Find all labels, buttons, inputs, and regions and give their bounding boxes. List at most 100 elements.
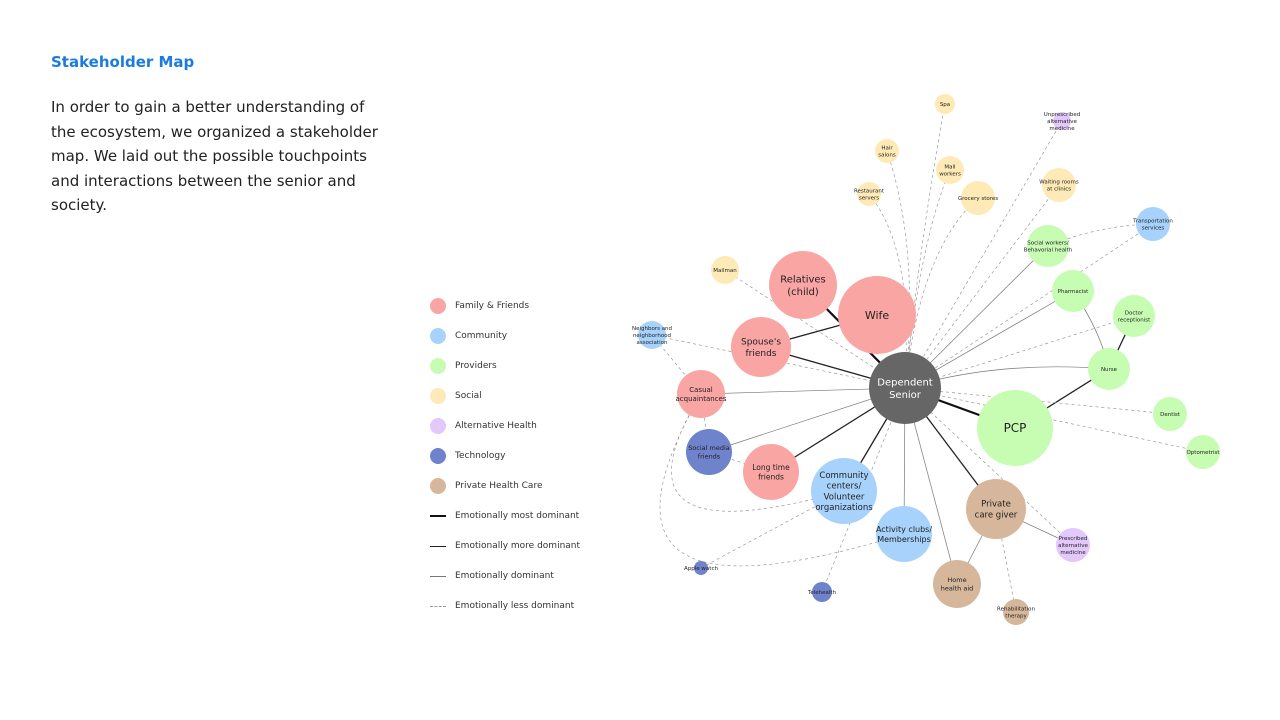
legend-label: Emotionally less dominant (455, 601, 575, 611)
node-label: Activity clubs/Memberships (876, 525, 932, 544)
section-description: In order to gain a better understanding … (51, 98, 378, 214)
node-private-care: Private care giver (966, 479, 1026, 539)
node-circle (838, 276, 916, 354)
edge-spa-senior (904, 103, 946, 389)
node-label: Waiting rooms at clinics (1039, 179, 1079, 192)
node-circle (1042, 168, 1076, 202)
node-label: Social media friends (688, 444, 730, 460)
legend-item-alt: Alternative Health (430, 416, 537, 436)
node-long-friends: Long time friends (743, 444, 799, 500)
node-unprescribed: Unprescribed alternative medicine (1044, 112, 1081, 132)
node-mailman: Mailman (711, 256, 739, 284)
node-mall: Mall workers (936, 156, 964, 184)
node-circle (812, 582, 832, 602)
node-circle (711, 256, 739, 284)
node-circle (1053, 112, 1071, 130)
node-transportation: Transportation services (1132, 207, 1173, 241)
node-circle (966, 479, 1026, 539)
node-label: Spa (940, 102, 950, 108)
node-prescribed: Prescribed alternative medicine (1056, 528, 1090, 562)
edge-neighbors-senior (651, 334, 906, 389)
legend-label: Private Health Care (455, 481, 543, 491)
node-nurse: Nurse (1088, 348, 1130, 390)
legend-label: Alternative Health (455, 421, 537, 431)
legend-item-private: Private Health Care (430, 476, 543, 496)
node-label: Spouse's friends (741, 338, 781, 359)
node-home-health: Home health aid (933, 560, 981, 608)
node-pharmacist: Pharmacist (1052, 270, 1094, 312)
node-label: Home health aid (941, 576, 974, 592)
node-social-workers: Social workers/Behavorial health (1024, 225, 1073, 267)
node-label: Community centers/Volunteer organizations (815, 471, 873, 513)
legend-item-family: Family & Friends (430, 296, 529, 316)
node-circle (977, 390, 1053, 466)
node-circle (769, 251, 837, 319)
node-social-media: Social media friends (686, 429, 732, 475)
node-dentist: Dentist (1153, 397, 1187, 431)
node-apple-watch: Apple watch (684, 561, 718, 575)
node-circle (743, 444, 799, 500)
legend-line-sample (430, 545, 446, 547)
node-relatives: Relatives (child) (769, 251, 837, 319)
node-circle (1088, 348, 1130, 390)
legend-line-most: Emotionally most dominant (430, 506, 579, 526)
node-circle (857, 182, 881, 206)
edge-transportation-senior (904, 223, 1154, 389)
legend-swatch (430, 448, 446, 464)
node-circle (961, 181, 995, 215)
node-label: Unprescribed alternative medicine (1044, 112, 1081, 132)
node-spa: Spa (935, 94, 955, 114)
node-restaurant: Restaurant servers (854, 182, 885, 206)
node-circle (677, 370, 725, 418)
node-circle (1052, 270, 1094, 312)
legend-label: Technology (455, 451, 506, 461)
node-label: Wife (865, 309, 890, 322)
node-label: Social workers/Behavorial health (1024, 240, 1073, 253)
edge-waiting-senior (904, 184, 1060, 389)
node-circle (876, 506, 932, 562)
node-hair: Hair salons (875, 139, 899, 163)
legend-label: Family & Friends (455, 301, 530, 311)
node-circle (686, 429, 732, 475)
node-pcp: PCP (977, 390, 1053, 466)
legend-line-sample (430, 515, 446, 517)
legend-line-dominant: Emotionally dominant (430, 566, 554, 586)
legend-swatch (430, 478, 446, 494)
legend-swatch (430, 418, 446, 434)
node-label: Dependent Senior (877, 377, 933, 401)
node-label: Hair salons (878, 145, 896, 158)
node-circle (1186, 435, 1220, 469)
legend-line-more: Emotionally more dominant (430, 536, 580, 556)
node-label: Restaurant servers (854, 188, 885, 201)
legend-item-community: Community (430, 326, 507, 346)
legend-label: Providers (455, 361, 497, 371)
legend-swatch (430, 328, 446, 344)
edge-optometrist-senior (904, 387, 1204, 453)
node-neighbors: Neighbors and neighborhood association (632, 321, 672, 349)
node-label: Rehabilitation therapy (997, 606, 1035, 619)
node-label: Mall workers (939, 164, 961, 177)
node-circle (869, 352, 941, 424)
node-circle (1003, 599, 1029, 625)
edge-unprescribed-senior (904, 120, 1063, 389)
legend-line-sample (430, 575, 446, 577)
node-circle (1027, 225, 1069, 267)
node-label: Private care giver (975, 500, 1018, 521)
node-label: Prescribed alternative medicine (1058, 536, 1088, 556)
node-circle (731, 317, 791, 377)
section-title: Stakeholder Map (51, 53, 195, 71)
legend-item-social: Social (430, 386, 482, 406)
node-casual: Casual acquaintances (676, 370, 727, 418)
node-waiting: Waiting rooms at clinics (1039, 168, 1079, 202)
legend-label: Emotionally more dominant (455, 541, 581, 551)
edge-prescribed-senior (904, 387, 1074, 546)
node-optometrist: Optometrist (1186, 435, 1220, 469)
nodes-layer: Dependent Senior Wife Relatives (child) Spous… (632, 94, 1220, 625)
node-label: PCP (1004, 421, 1027, 435)
node-circle (875, 139, 899, 163)
legend-item-providers: Providers (430, 356, 497, 376)
node-wife: Wife (838, 276, 916, 354)
node-circle (1056, 528, 1090, 562)
node-circle (1136, 207, 1170, 241)
